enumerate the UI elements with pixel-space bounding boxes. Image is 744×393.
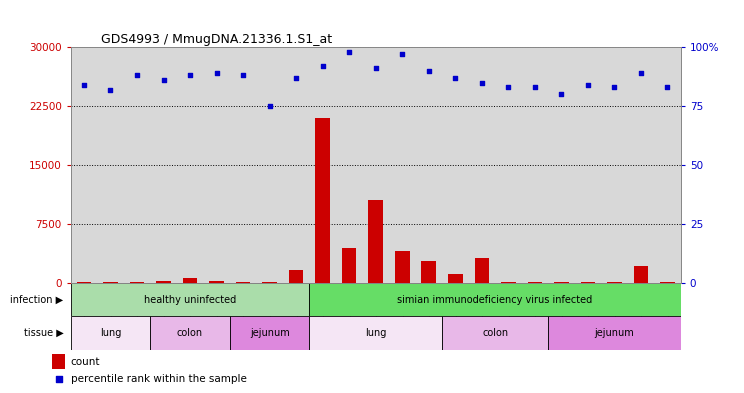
Bar	[156, 281, 171, 283]
Bar	[129, 282, 144, 283]
Point	[397, 51, 408, 57]
Bar	[448, 274, 463, 283]
Point	[184, 72, 196, 79]
Point	[423, 68, 434, 74]
Point	[53, 376, 65, 382]
Bar	[77, 282, 92, 283]
Point	[661, 84, 673, 90]
Bar	[660, 282, 675, 283]
Bar	[310, 316, 442, 350]
Point	[529, 84, 541, 90]
Point	[78, 82, 90, 88]
Bar	[634, 266, 648, 283]
Point	[263, 103, 275, 109]
Point	[158, 77, 170, 83]
Point	[104, 86, 116, 93]
Text: lung: lung	[365, 328, 386, 338]
Bar	[103, 282, 118, 283]
Text: healthy uninfected: healthy uninfected	[144, 295, 236, 305]
Point	[370, 65, 382, 72]
Text: jejunum: jejunum	[594, 328, 635, 338]
Bar	[342, 248, 356, 283]
Bar	[527, 282, 542, 283]
Point	[237, 72, 249, 79]
Text: jejunum: jejunum	[250, 328, 289, 338]
Text: infection ▶: infection ▶	[10, 295, 63, 305]
Bar	[368, 200, 383, 283]
Bar	[395, 251, 409, 283]
Point	[343, 49, 355, 55]
Bar	[236, 282, 251, 283]
Point	[502, 84, 514, 90]
Text: count: count	[71, 356, 100, 367]
Bar	[475, 258, 489, 283]
Bar	[209, 281, 224, 283]
Point	[582, 82, 594, 88]
Point	[449, 75, 461, 81]
Bar	[52, 354, 65, 369]
Point	[609, 84, 620, 90]
Point	[635, 70, 647, 76]
Point	[476, 79, 488, 86]
Point	[131, 72, 143, 79]
Text: colon: colon	[482, 328, 508, 338]
Text: lung: lung	[100, 328, 121, 338]
Point	[317, 63, 329, 69]
Bar	[580, 282, 595, 283]
Bar	[501, 282, 516, 283]
Text: colon: colon	[177, 328, 203, 338]
Bar	[315, 118, 330, 283]
Bar	[150, 316, 230, 350]
Text: simian immunodeficiency virus infected: simian immunodeficiency virus infected	[397, 295, 593, 305]
Text: GDS4993 / MmugDNA.21336.1.S1_at: GDS4993 / MmugDNA.21336.1.S1_at	[101, 33, 333, 46]
Bar	[421, 261, 436, 283]
Bar	[289, 270, 304, 283]
Bar	[71, 316, 150, 350]
Bar	[548, 316, 681, 350]
Text: percentile rank within the sample: percentile rank within the sample	[71, 374, 246, 384]
Bar	[442, 316, 548, 350]
Text: tissue ▶: tissue ▶	[24, 328, 63, 338]
Bar	[71, 283, 310, 316]
Bar	[554, 282, 568, 283]
Point	[290, 75, 302, 81]
Point	[556, 91, 568, 97]
Bar	[230, 316, 310, 350]
Bar	[183, 278, 197, 283]
Bar	[263, 282, 277, 283]
Bar	[310, 283, 681, 316]
Point	[211, 70, 222, 76]
Bar	[607, 282, 622, 283]
